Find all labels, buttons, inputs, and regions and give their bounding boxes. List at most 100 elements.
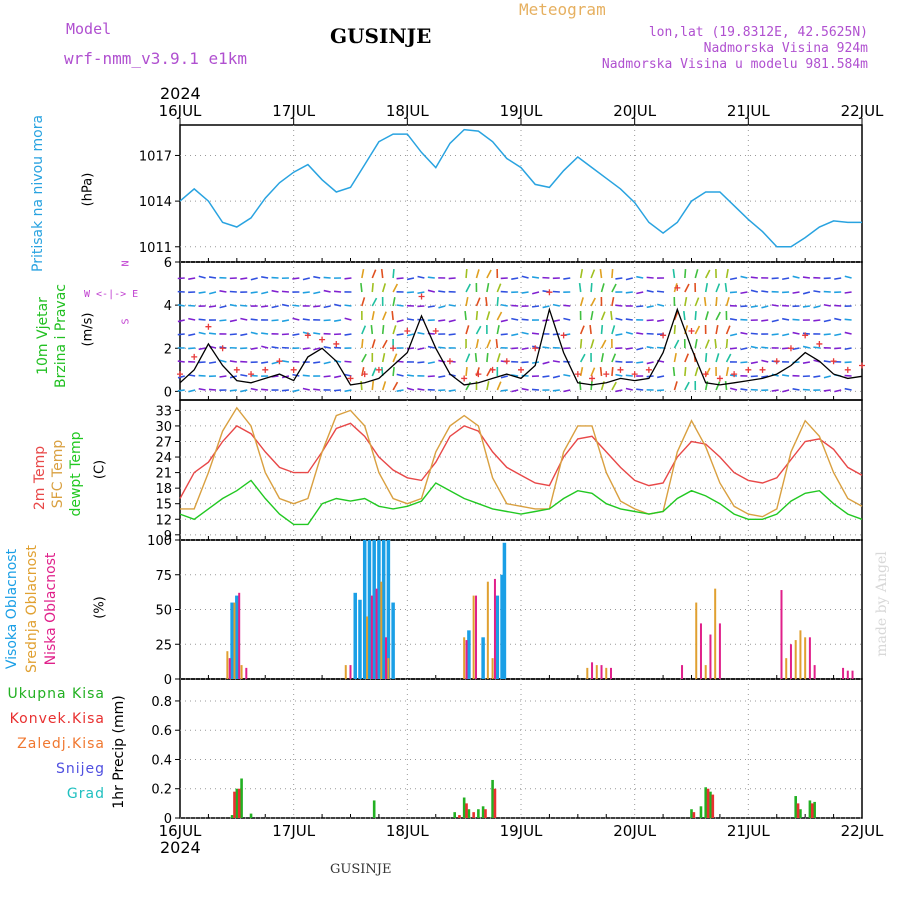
station-title: GUSINJE [330,24,432,48]
gust-marker [248,371,255,378]
wind-arrow [813,290,821,293]
wind-arrow [271,305,279,309]
y-tick-label: 100 [147,534,172,549]
cloud-bar-high [372,540,376,679]
wind-arrow [521,331,529,335]
wind-arrow [761,346,769,349]
y-tick-label: 0.2 [151,783,172,798]
wind-arrow [417,347,425,351]
y-tick-label: 30 [155,420,172,435]
wind-arrow [302,374,310,377]
precip-legend-total: Ukupna Kisa [7,686,105,702]
wind-arrow [672,366,676,377]
wind-arrow [715,353,720,363]
cloud-bar-low [370,595,373,679]
wind-arrow [219,290,227,293]
wind-arrow [188,317,196,321]
wind-arrow [636,361,644,364]
wind-arrow [615,333,623,336]
wind-arrow [292,277,300,280]
wind-arrow [579,269,584,279]
wind-arrow [344,317,352,321]
wind-arrow [198,318,206,321]
wind-arrow [392,297,396,307]
wind-arrow [636,275,644,279]
gust-marker [333,340,340,347]
wind-arrow [392,353,398,363]
wind-arrow [782,389,790,393]
y-tick-label: 18 [155,482,172,497]
wind-arrow [392,283,399,293]
model-label: Model [66,20,112,38]
gust-marker [191,353,198,360]
time-label-bottom-17JUL: 17JUL [272,822,315,840]
wind-arrow [281,290,290,293]
cloud-bar-high [481,637,485,679]
wind-arrow [292,373,300,377]
wind-arrow [219,375,227,378]
time-label-top-20JUL: 20JUL [613,102,656,120]
y-tick-label: 0.8 [151,695,172,710]
precip-bar [808,800,812,818]
wind-arrow [725,338,729,349]
cloud-bar-high [502,542,507,679]
wind-arrow [611,353,617,363]
wind-arrow [542,375,550,378]
wind-arrow [188,333,196,337]
wind-arrow [625,277,633,281]
wind-arrow [240,389,248,393]
wind-arrow [417,331,425,335]
cloud-bar-low [245,667,248,679]
wind-arrow [684,297,688,307]
gust-marker [418,293,425,300]
wind-arrow [729,277,738,281]
wind-arrow [844,291,852,294]
wind-arrow [590,380,593,391]
wind-arrow [844,318,852,321]
wind-arrow [198,331,206,335]
wind-arrow [646,276,654,279]
wind-arrow [715,311,721,321]
wind-arrow [496,325,500,335]
t2m-line [179,422,863,499]
wind-arrow [371,311,375,321]
wind-arrow [761,375,769,378]
time-label-bottom-21JUL: 21JUL [727,822,770,840]
wind-arrow [563,277,571,280]
wind-arrow [834,333,842,337]
wind-arrow [323,289,331,293]
wind-arrow [611,268,614,279]
wind-arrow [684,268,687,279]
wind-arrow [542,319,550,322]
precip-bar [467,809,471,818]
wind-arrow [600,311,606,321]
precip-bar [704,787,708,818]
precip-bar [493,788,497,818]
cloud-bar-low [808,637,811,679]
wind-arrow [302,387,310,391]
y-tick-label: 6 [164,256,172,271]
wind-arrow [578,380,582,391]
wind-arrow [208,332,217,335]
wind-arrow [646,305,654,309]
wind-arrow [611,381,617,391]
wind-arrow [673,311,679,321]
wind-arrow [406,277,415,281]
wind-arrow [188,304,196,307]
wind-arrow [485,296,488,307]
wind-arrow [600,339,607,349]
wind-arrow [292,304,300,307]
y-tick-label: 25 [155,638,172,653]
wind-arrow [475,269,480,279]
gust-marker [617,366,624,373]
gust-marker [759,366,766,373]
wind-arrow [615,389,623,393]
wind-arrow [792,318,800,321]
wind-arrow [360,282,363,293]
cloud-bar-mid [595,665,598,679]
wind-arrow [729,333,738,337]
precip-legend-hail: Grad [66,786,105,802]
cloud-bar-mid [491,658,494,679]
wind-arrow [611,366,614,377]
gust-marker [844,366,851,373]
